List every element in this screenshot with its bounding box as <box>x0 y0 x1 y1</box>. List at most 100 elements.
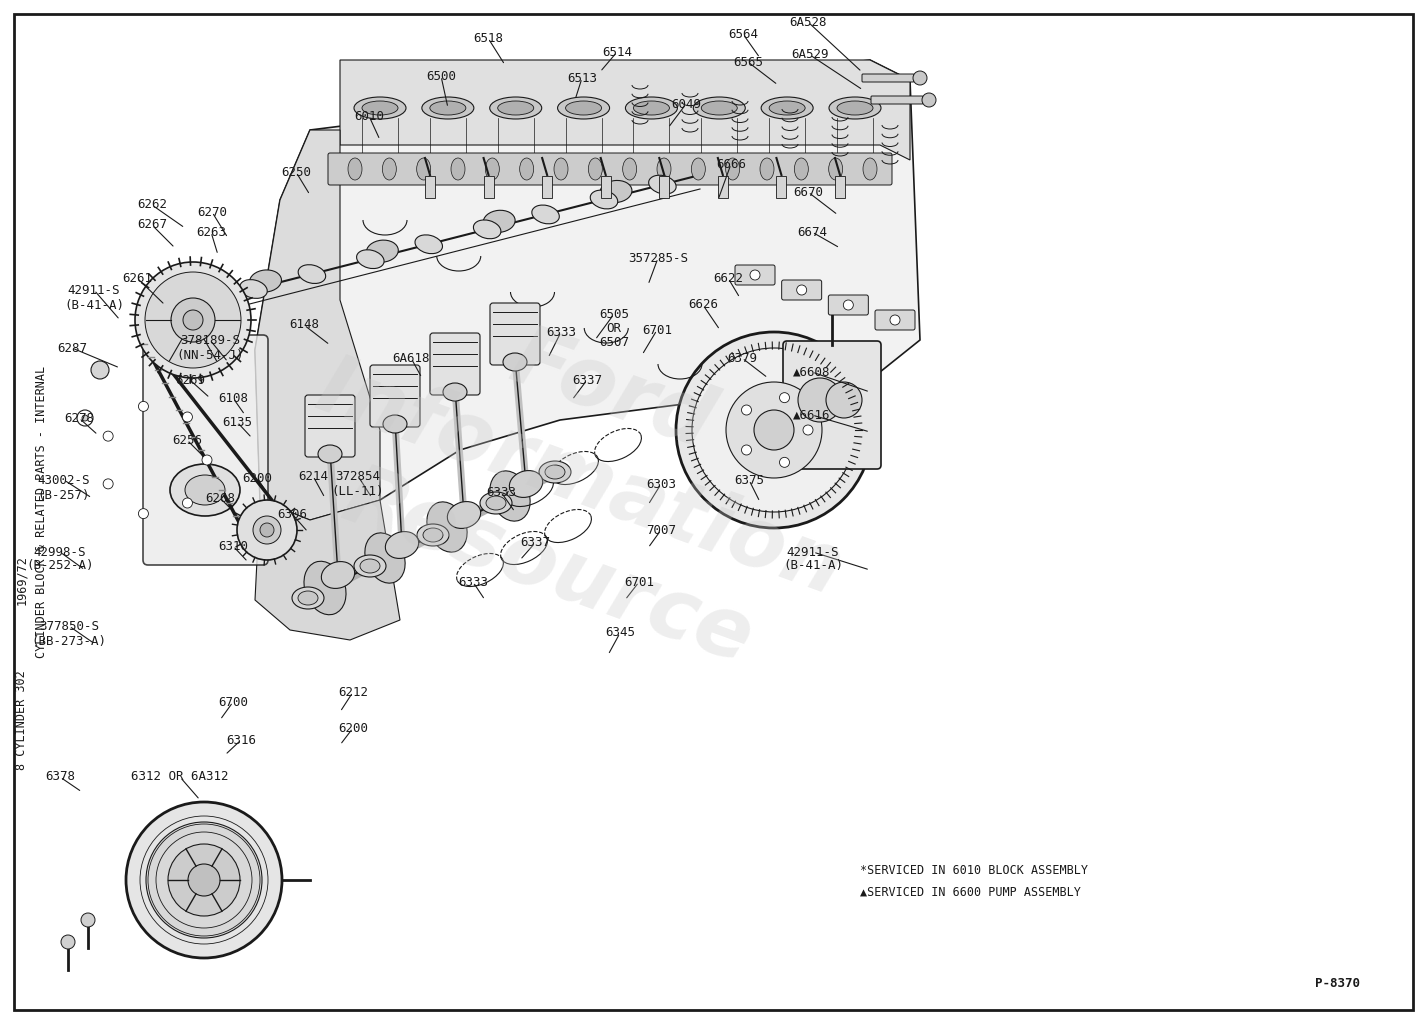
Ellipse shape <box>649 175 676 194</box>
Text: 6268: 6268 <box>205 492 235 505</box>
Ellipse shape <box>451 158 465 180</box>
Circle shape <box>103 479 113 488</box>
Ellipse shape <box>360 559 380 573</box>
Ellipse shape <box>417 524 450 546</box>
Ellipse shape <box>625 97 678 119</box>
Ellipse shape <box>769 101 805 115</box>
Ellipse shape <box>829 158 843 180</box>
Ellipse shape <box>588 158 602 180</box>
Ellipse shape <box>357 250 384 268</box>
Text: 6564: 6564 <box>728 28 758 41</box>
Ellipse shape <box>484 210 515 232</box>
Bar <box>659 176 669 198</box>
Circle shape <box>676 332 872 528</box>
Ellipse shape <box>622 158 636 180</box>
Text: 6214: 6214 <box>298 469 328 482</box>
Text: 6674: 6674 <box>798 225 828 239</box>
Circle shape <box>803 425 813 435</box>
Text: (BB-273-A): (BB-273-A) <box>31 635 107 647</box>
Circle shape <box>126 802 283 958</box>
Ellipse shape <box>293 587 324 609</box>
Text: 6200: 6200 <box>243 471 273 484</box>
Ellipse shape <box>354 555 385 577</box>
Circle shape <box>171 298 215 342</box>
Ellipse shape <box>250 270 281 292</box>
Text: (B-41-A): (B-41-A) <box>64 299 124 311</box>
Circle shape <box>913 71 928 85</box>
FancyBboxPatch shape <box>370 365 420 427</box>
Text: OR: OR <box>606 322 622 335</box>
FancyBboxPatch shape <box>875 310 915 330</box>
Text: 6310: 6310 <box>218 540 248 553</box>
Ellipse shape <box>795 158 808 180</box>
Ellipse shape <box>656 158 671 180</box>
Text: 6135: 6135 <box>223 416 253 428</box>
Ellipse shape <box>298 591 318 605</box>
Circle shape <box>146 822 263 938</box>
Text: 6287: 6287 <box>57 341 87 354</box>
FancyBboxPatch shape <box>430 333 479 395</box>
Text: 6250: 6250 <box>281 166 311 178</box>
Text: 6303: 6303 <box>646 477 676 490</box>
Text: 6306: 6306 <box>277 508 307 520</box>
Text: (B-252-A): (B-252-A) <box>26 559 94 572</box>
Ellipse shape <box>382 415 407 433</box>
Text: 42911-S: 42911-S <box>67 284 120 297</box>
Text: 6148: 6148 <box>290 318 320 332</box>
FancyBboxPatch shape <box>782 280 822 300</box>
Text: 6333: 6333 <box>547 326 577 339</box>
Circle shape <box>726 382 822 478</box>
Bar <box>601 176 611 198</box>
Text: CYLINDER BLOCK & RELATED PARTS - INTERNAL: CYLINDER BLOCK & RELATED PARTS - INTERNA… <box>36 366 49 658</box>
Ellipse shape <box>298 264 325 284</box>
Text: 6565: 6565 <box>733 55 763 69</box>
Text: 372854: 372854 <box>335 469 381 482</box>
FancyBboxPatch shape <box>870 96 923 104</box>
Circle shape <box>260 523 274 537</box>
Text: 6A528: 6A528 <box>789 15 826 29</box>
Ellipse shape <box>634 101 669 115</box>
Text: P-8370: P-8370 <box>1316 977 1360 990</box>
Text: 6212: 6212 <box>338 685 368 698</box>
Ellipse shape <box>348 158 362 180</box>
Circle shape <box>843 300 853 310</box>
Text: 6622: 6622 <box>714 271 743 285</box>
Ellipse shape <box>863 158 878 180</box>
Text: 6278: 6278 <box>64 412 94 425</box>
Ellipse shape <box>367 240 398 262</box>
Text: 43002-S: 43002-S <box>37 473 90 486</box>
Bar <box>484 176 494 198</box>
Bar <box>542 176 552 198</box>
Circle shape <box>103 431 113 441</box>
Ellipse shape <box>489 97 542 119</box>
Bar <box>776 176 786 198</box>
Text: 6518: 6518 <box>472 32 502 44</box>
Text: (B-41-A): (B-41-A) <box>783 559 843 572</box>
Text: 6316: 6316 <box>225 733 255 746</box>
Polygon shape <box>340 60 910 160</box>
Text: ▲SERVICED IN 6600 PUMP ASSEMBLY: ▲SERVICED IN 6600 PUMP ASSEMBLY <box>860 886 1080 898</box>
FancyBboxPatch shape <box>783 341 880 469</box>
Ellipse shape <box>385 531 418 558</box>
Circle shape <box>138 401 148 412</box>
Ellipse shape <box>479 492 512 514</box>
Ellipse shape <box>417 158 431 180</box>
Text: 6049: 6049 <box>671 97 701 111</box>
Text: 6345: 6345 <box>605 627 635 640</box>
Ellipse shape <box>415 234 442 254</box>
Text: 6670: 6670 <box>793 185 823 199</box>
Text: (LL-11): (LL-11) <box>331 484 384 498</box>
Bar <box>425 176 435 198</box>
Ellipse shape <box>691 158 705 180</box>
Text: 6700: 6700 <box>218 695 248 709</box>
Ellipse shape <box>694 97 745 119</box>
Ellipse shape <box>382 158 397 180</box>
Text: 6378: 6378 <box>46 770 76 783</box>
Ellipse shape <box>761 158 773 180</box>
Text: 377850-S: 377850-S <box>39 620 98 633</box>
Ellipse shape <box>838 101 873 115</box>
Text: 6513: 6513 <box>567 72 596 85</box>
Text: 6A618: 6A618 <box>392 351 430 365</box>
Text: 6505: 6505 <box>599 307 629 321</box>
Polygon shape <box>255 60 920 520</box>
